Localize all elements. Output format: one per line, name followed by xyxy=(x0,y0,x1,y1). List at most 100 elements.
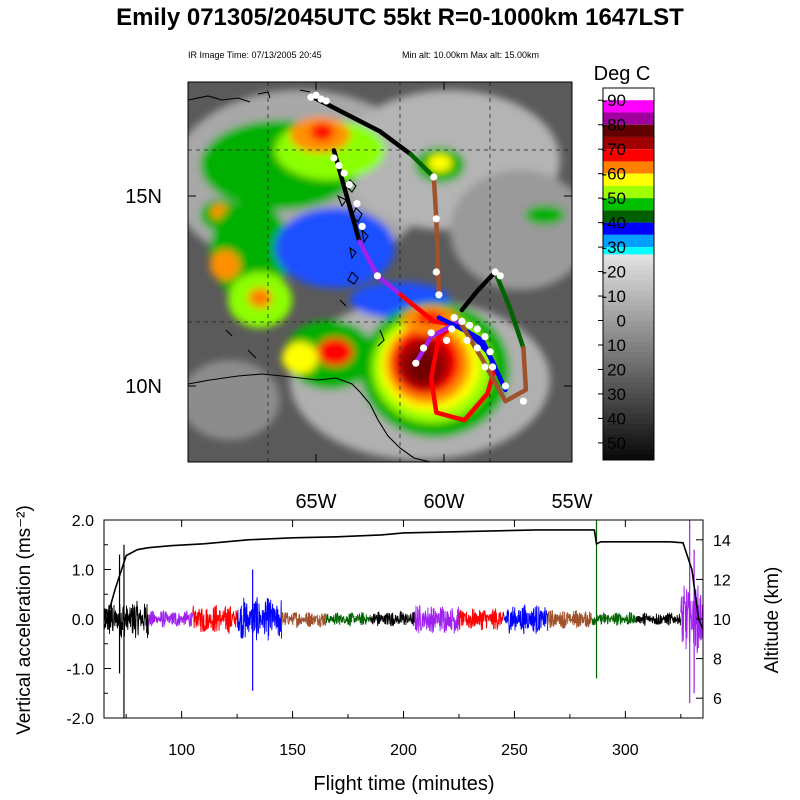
colorbar-label-3: -60 xyxy=(601,165,626,184)
map-frame xyxy=(187,81,573,463)
lat-tick-label-0: 15N xyxy=(125,186,162,208)
dropsonde-10 xyxy=(373,272,381,280)
dropsonde-25 xyxy=(419,344,428,352)
colorbar-gray-2 xyxy=(603,264,654,271)
colorbar-band-11 xyxy=(603,222,654,235)
colorbar-label-8: -10 xyxy=(601,287,626,306)
altitude-line xyxy=(104,529,703,630)
colorbar-gray-7 xyxy=(603,290,654,297)
dropsonde-8 xyxy=(353,200,361,208)
colorbar-gray-6 xyxy=(603,285,654,291)
colorbar-title: Deg C xyxy=(594,63,651,85)
colorbar-gray-24 xyxy=(603,377,654,384)
colorbar-label-14: 50 xyxy=(607,434,626,453)
colorbar-band-6 xyxy=(603,161,654,174)
dropsonde-15 xyxy=(491,268,499,276)
colorbar-label-12: 30 xyxy=(607,385,626,404)
colorbar-gray-16 xyxy=(603,336,654,343)
map-grid xyxy=(188,82,572,462)
dropsonde-29 xyxy=(463,336,471,344)
lon-tick-label-0: 65W xyxy=(295,491,336,513)
colorbar-label-13: 40 xyxy=(607,409,626,428)
track-segment-0 xyxy=(311,94,413,157)
colorbar-frame xyxy=(602,87,655,461)
colorbar-band-4 xyxy=(603,136,654,150)
colorbar-label-5: -40 xyxy=(601,214,626,233)
accel-segment-8 xyxy=(458,608,504,631)
colorbar-label-1: -80 xyxy=(601,116,626,135)
colorbar-gray-4 xyxy=(603,274,654,281)
lat-tick-label-1: 10N xyxy=(125,376,162,398)
track-segment-10 xyxy=(459,269,498,313)
colorbar-band-10 xyxy=(603,210,654,223)
track-segment-11 xyxy=(492,269,526,351)
timeseries-axis-ticks: 100 150 200 250 300 2.0 1.0 0.0 -1.0 -2.0 6 8 10 12 14 xyxy=(66,513,730,759)
colorbar-label-10: 10 xyxy=(607,336,626,355)
colorbar-label-2: -70 xyxy=(601,140,626,159)
track-segment-7 xyxy=(428,319,498,423)
colorbar-gray-18 xyxy=(603,346,654,353)
colorbar-gray-10 xyxy=(603,305,654,312)
lon-tick-label-2: 55W xyxy=(551,491,592,513)
colorbar-gray-28 xyxy=(603,398,654,404)
colorbar-band-13 xyxy=(603,247,654,255)
coastlines xyxy=(188,89,431,462)
colorbar-band-9 xyxy=(603,198,654,211)
dropsonde-1 xyxy=(312,91,320,99)
y-right-tick-label-0: 6 xyxy=(713,691,722,708)
colorbar-gray-29 xyxy=(603,403,654,410)
colorbar-gray-8 xyxy=(603,295,654,302)
dropsonde-23 xyxy=(489,363,497,371)
colorbar-label-9: 0 xyxy=(617,312,626,331)
colorbar-gray-34 xyxy=(603,429,654,435)
x-axis-label: Flight time (minutes) xyxy=(313,773,494,795)
dropsonde-21 xyxy=(481,333,489,341)
y-right-tick-label-2: 10 xyxy=(713,612,731,629)
vertical-acceleration-chart: 100 150 200 250 300 2.0 1.0 0.0 -1.0 -2.0 6 8 10 12 14… xyxy=(14,505,783,795)
colorbar-gray-30 xyxy=(603,408,654,415)
y-axis-label: Vertical acceleration (ms⁻²) xyxy=(14,505,35,735)
y-tick-label-1: 1.0 xyxy=(72,563,94,580)
colorbar-gray-25 xyxy=(603,382,654,389)
colorbar-band-3 xyxy=(603,124,654,137)
colorbar-gray-35 xyxy=(603,434,654,440)
dropsonde-31 xyxy=(481,363,489,371)
y-tick-label-3: -1.0 xyxy=(66,662,94,679)
dropsonde-14 xyxy=(435,291,443,299)
dropsonde-12 xyxy=(432,215,440,223)
dropsonde-13 xyxy=(432,268,440,276)
colorbar-gray-27 xyxy=(603,393,654,399)
colorbar-gray-15 xyxy=(603,331,654,338)
accel-segment-4 xyxy=(281,611,327,629)
colorbar-gray-36 xyxy=(603,439,654,446)
x-tick-label-4: 300 xyxy=(612,742,639,759)
colorbar-gray-1 xyxy=(603,259,654,266)
dropsonde-20 xyxy=(473,325,481,333)
accel-segment-12 xyxy=(635,612,682,626)
accel-segment-5 xyxy=(325,611,371,628)
colorbar-label-7: -20 xyxy=(601,263,626,282)
accel-segment-11 xyxy=(591,611,637,626)
colorbar-band-7 xyxy=(603,173,654,186)
ir-satellite-map: 65W 60W 55W 15N 10N xyxy=(125,81,593,513)
altitude-range-label: Min alt: 10.00km Max alt: 15.00km xyxy=(402,50,540,60)
colorbar-band-5 xyxy=(603,149,654,162)
colorbar-gray-11 xyxy=(603,310,654,317)
colorbar-label-11: 20 xyxy=(607,360,626,379)
accel-segment-2 xyxy=(192,604,238,634)
dropsonde-7 xyxy=(345,181,353,189)
colorbar-band-8 xyxy=(603,185,654,199)
colorbar-gray-12 xyxy=(603,316,654,322)
dropsonde-28 xyxy=(443,336,451,344)
colorbar-band-0 xyxy=(603,88,654,101)
colorbar-gray-38 xyxy=(603,449,654,456)
colorbar-gray-20 xyxy=(603,357,654,363)
colorbar-gray-3 xyxy=(603,269,654,276)
colorbar-gray-37 xyxy=(603,444,654,451)
dropsonde-17 xyxy=(450,314,458,322)
colorbar-gray-14 xyxy=(603,326,654,333)
y-tick-label-2: 0.0 xyxy=(72,612,94,629)
colorbar-gray-26 xyxy=(603,388,654,394)
colorbar-gray-5 xyxy=(603,280,654,286)
